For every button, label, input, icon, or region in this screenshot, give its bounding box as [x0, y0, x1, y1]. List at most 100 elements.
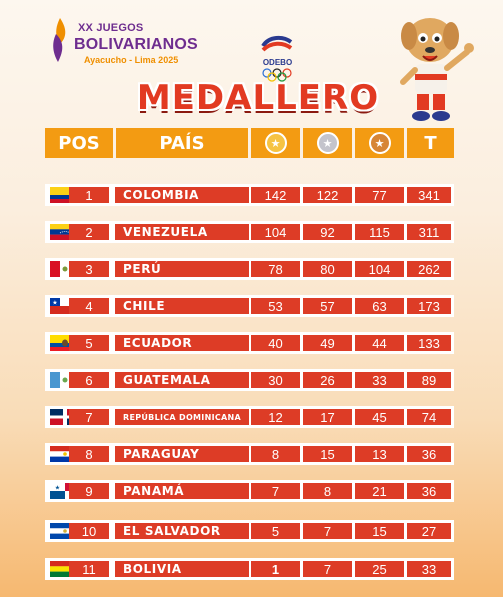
- header-country: PAÍS: [116, 128, 248, 158]
- dog-mascot-icon: [400, 18, 474, 121]
- table-row: 11 BOLIVIA 1 7 25 33: [45, 558, 454, 580]
- row-total: 89: [407, 372, 451, 388]
- silver-medal-icon: ★: [316, 132, 339, 154]
- olympic-rings-icon: [262, 68, 292, 82]
- table-row: 8 PARAGUAY 8 15 13 36: [45, 443, 454, 465]
- row-pos: 9: [69, 483, 109, 499]
- odebo-logo: ODEBO: [255, 34, 300, 84]
- row-pos: 6: [69, 372, 109, 388]
- svg-text:★: ★: [52, 300, 57, 307]
- row-silver: 26: [303, 372, 352, 388]
- row-bronze: 45: [355, 409, 404, 425]
- row-country: EL SALVADOR: [115, 523, 249, 539]
- row-silver: 7: [303, 523, 352, 539]
- row-pos: 10: [69, 523, 109, 539]
- row-country: PANAMÁ: [115, 483, 249, 499]
- row-country: PARAGUAY: [115, 446, 249, 462]
- row-country: PERÚ: [115, 261, 249, 277]
- row-gold: 40: [251, 335, 300, 351]
- row-silver: 80: [303, 261, 352, 277]
- venezuela-flag-icon: [50, 224, 80, 240]
- header-country-label: PAÍS: [159, 132, 205, 154]
- row-country: COLOMBIA: [115, 187, 249, 203]
- row-gold: 78: [251, 261, 300, 277]
- row-country: REPÚBLICA DOMINICANA: [115, 409, 249, 425]
- row-total: 262: [407, 261, 451, 277]
- row-silver: 17: [303, 409, 352, 425]
- row-pos: 3: [69, 261, 109, 277]
- event-name-line2: BOLIVARIANOS: [74, 36, 198, 53]
- row-bronze: 115: [355, 224, 404, 240]
- row-pos: 4: [69, 298, 109, 314]
- row-total: 27: [407, 523, 451, 539]
- row-bronze: 21: [355, 483, 404, 499]
- row-total: 36: [407, 446, 451, 462]
- row-bronze: 104: [355, 261, 404, 277]
- header-pos-label: POS: [58, 132, 100, 154]
- svg-text:★: ★: [55, 485, 60, 492]
- row-silver: 92: [303, 224, 352, 240]
- row-pos: 2: [69, 224, 109, 240]
- bolivia-flag-icon: [50, 561, 80, 577]
- row-pos: 1: [69, 187, 109, 203]
- row-country: GUATEMALA: [115, 372, 249, 388]
- row-total: 133: [407, 335, 451, 351]
- row-bronze: 44: [355, 335, 404, 351]
- row-total: 311: [407, 224, 451, 240]
- row-gold: 7: [251, 483, 300, 499]
- event-logo: XX JUEGOS BOLIVARIANOS Ayacucho - Lima 2…: [50, 16, 293, 82]
- row-pos: 7: [69, 409, 109, 425]
- row-gold: 5: [251, 523, 300, 539]
- event-name-line1: XX JUEGOS: [78, 22, 144, 34]
- row-country: ECUADOR: [115, 335, 249, 351]
- row-bronze: 33: [355, 372, 404, 388]
- row-country: VENEZUELA: [115, 224, 249, 240]
- row-silver: 7: [303, 561, 352, 577]
- row-gold: 12: [251, 409, 300, 425]
- row-gold: 8: [251, 446, 300, 462]
- row-bronze: 25: [355, 561, 404, 577]
- header-gold: ★: [251, 128, 300, 158]
- table-row: 7 REPÚBLICA DOMINICANA 12 17 45 74: [45, 406, 454, 428]
- row-bronze: 77: [355, 187, 404, 203]
- row-country: BOLIVIA: [115, 561, 249, 577]
- table-row: 1 COLOMBIA 142 122 77 341: [45, 184, 454, 206]
- table-row: ★★ 9 PANAMÁ 7 8 21 36: [45, 480, 454, 502]
- odebo-emblem-icon: [261, 35, 293, 52]
- row-total: 173: [407, 298, 451, 314]
- row-gold: 30: [251, 372, 300, 388]
- bronze-medal-icon: ★: [368, 132, 391, 154]
- row-gold: 142: [251, 187, 300, 203]
- header-bronze: ★: [355, 128, 404, 158]
- row-pos: 5: [69, 335, 109, 351]
- odebo-label: ODEBO: [262, 58, 293, 67]
- row-country: CHILE: [115, 298, 249, 314]
- table-row: 6 GUATEMALA 30 26 33 89: [45, 369, 454, 391]
- table-row: 10 EL SALVADOR 5 7 15 27: [45, 520, 454, 542]
- row-gold: 53: [251, 298, 300, 314]
- chile-flag-icon: ★: [50, 298, 80, 314]
- table-row: 3 PERÚ 78 80 104 262: [45, 258, 454, 280]
- row-silver: 15: [303, 446, 352, 462]
- header-silver: ★: [303, 128, 352, 158]
- colombia-flag-icon: [50, 187, 80, 203]
- gold-medal-icon: ★: [264, 132, 287, 154]
- row-gold: 104: [251, 224, 300, 240]
- header-total: T: [407, 128, 454, 158]
- row-total: 341: [407, 187, 451, 203]
- paraguay-flag-icon: [50, 446, 80, 462]
- row-silver: 49: [303, 335, 352, 351]
- event-location: Ayacucho - Lima 2025: [84, 55, 179, 65]
- row-silver: 8: [303, 483, 352, 499]
- row-pos: 8: [69, 446, 109, 462]
- header-pos: POS: [45, 128, 113, 158]
- row-pos: 11: [69, 561, 109, 577]
- header-total-label: T: [424, 132, 437, 154]
- row-silver: 122: [303, 187, 352, 203]
- table-row: ★ 4 CHILE 53 57 63 173: [45, 295, 454, 317]
- table-row: 5 ECUADOR 40 49 44 133: [45, 332, 454, 354]
- row-bronze: 13: [355, 446, 404, 462]
- ecuador-flag-icon: [50, 335, 80, 351]
- row-gold: 1: [251, 561, 300, 577]
- row-bronze: 15: [355, 523, 404, 539]
